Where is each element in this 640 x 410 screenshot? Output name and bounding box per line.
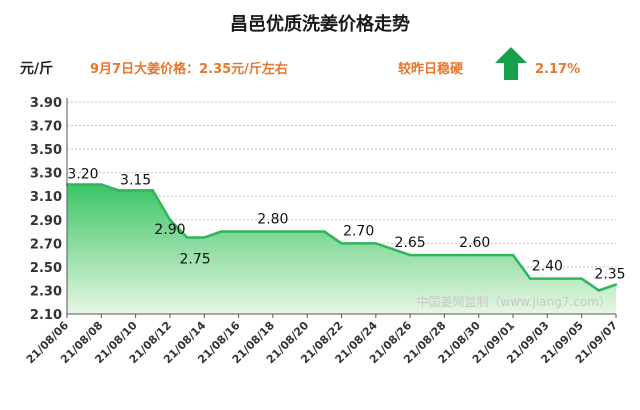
y-tick-label: 2.90 — [30, 214, 62, 229]
data-label: 3.15 — [120, 172, 151, 188]
y-tick-label: 2.30 — [30, 284, 62, 299]
data-point — [168, 218, 172, 221]
data-point — [82, 183, 86, 186]
data-point — [511, 253, 515, 257]
data-label: 2.90 — [154, 222, 185, 238]
price-note: 9月7日大姜价格：2.35元/斤左右 — [90, 61, 288, 77]
data-label: 2.70 — [343, 223, 374, 239]
data-label: 2.60 — [459, 235, 490, 251]
data-labels: 3.20 3.15 2.90 2.75 2.80 2.70 2.65 2.60 2.40 2.35 — [67, 166, 625, 282]
y-tick-label: 3.70 — [30, 120, 62, 135]
data-point — [117, 189, 120, 192]
y-tick-label: 3.30 — [30, 167, 62, 182]
data-point — [563, 277, 566, 280]
y-tick-label: 3.10 — [30, 190, 62, 205]
data-point — [408, 253, 412, 257]
data-point — [494, 253, 498, 257]
change-percent: 2.17% — [535, 62, 580, 77]
data-point — [271, 230, 275, 233]
data-point — [340, 242, 343, 245]
data-point — [460, 253, 463, 257]
data-point — [254, 230, 257, 233]
data-label: 3.20 — [67, 166, 98, 182]
data-label: 2.35 — [594, 267, 625, 283]
data-point — [323, 230, 326, 233]
data-point — [529, 277, 532, 280]
watermark: 中国姜网监制（www.jiang7.com） — [417, 294, 611, 309]
data-label: 2.40 — [532, 259, 563, 275]
data-label: 2.65 — [395, 235, 426, 251]
y-tick-label: 3.50 — [30, 143, 62, 158]
y-tick-label: 2.70 — [30, 237, 62, 252]
price-area — [65, 183, 618, 314]
data-point — [220, 230, 223, 233]
data-point — [391, 248, 395, 251]
y-axis-ticks: 2.10 2.30 2.50 2.70 2.90 3.10 3.30 3.50 3.70 3.90 — [30, 96, 62, 323]
area-fill — [67, 184, 616, 314]
data-point — [151, 189, 154, 192]
y-tick-label: 3.90 — [30, 96, 62, 111]
data-label: 2.75 — [180, 251, 211, 267]
data-point — [614, 283, 618, 286]
data-point — [288, 230, 292, 233]
data-point — [477, 253, 480, 257]
data-point — [203, 236, 206, 239]
trend-text: 较昨日稳硬 — [398, 61, 464, 77]
data-point — [443, 253, 446, 257]
y-tick-label: 2.10 — [30, 308, 62, 323]
data-point — [305, 230, 309, 233]
data-point — [100, 183, 103, 186]
y-tick-label: 2.50 — [30, 261, 62, 276]
data-label: 2.80 — [257, 212, 288, 228]
data-point — [580, 277, 583, 280]
up-arrow-icon — [495, 47, 527, 80]
data-point — [597, 289, 601, 292]
data-point — [357, 242, 360, 245]
data-point — [185, 236, 189, 239]
data-point — [237, 230, 240, 233]
x-axis-ticks: 21/08/0621/08/0821/08/1021/08/1221/08/14… — [24, 314, 620, 366]
data-point — [426, 253, 429, 257]
unit-label: 元/斤 — [20, 60, 53, 77]
data-point — [134, 189, 137, 192]
data-point — [374, 242, 378, 245]
chart-title: 昌邑优质洗姜价格走势 — [230, 13, 410, 35]
data-point — [546, 277, 549, 280]
